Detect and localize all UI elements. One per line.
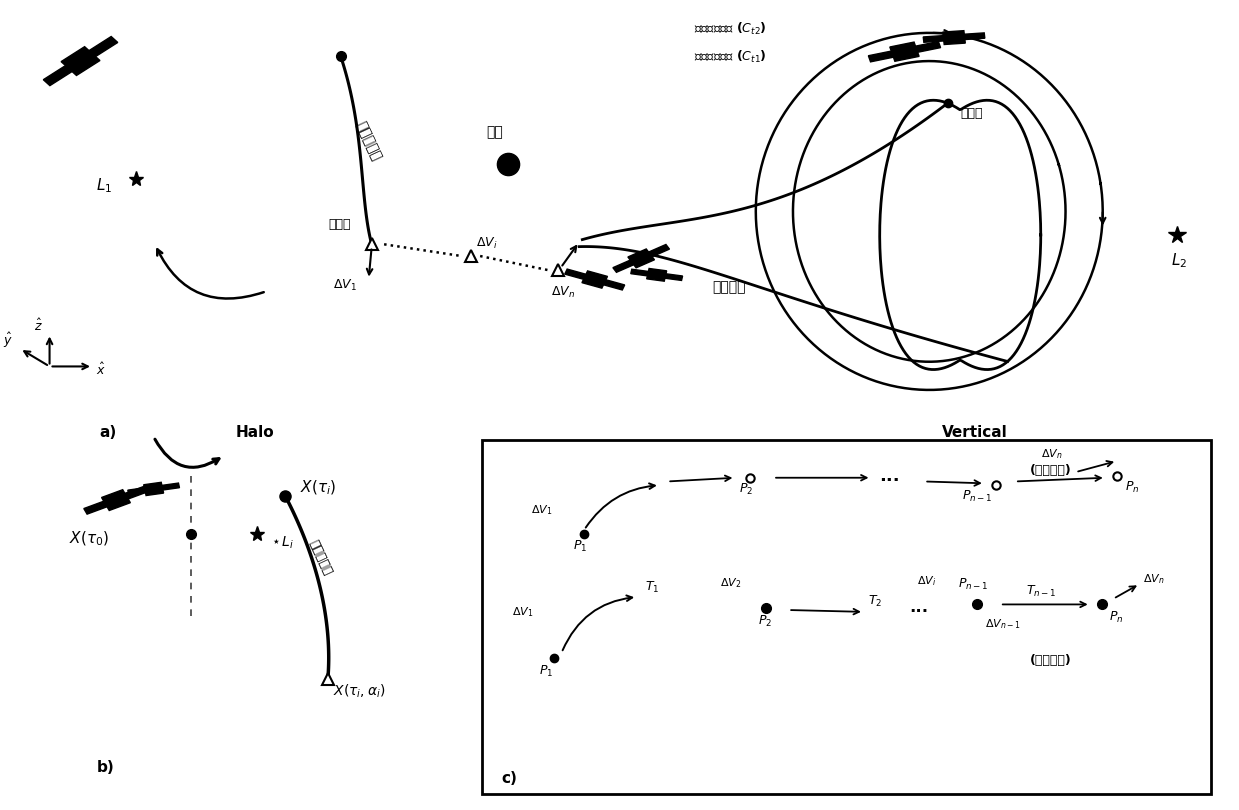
Text: $\Delta V_1$: $\Delta V_1$ [532,503,553,517]
Text: $\Delta V_1$: $\Delta V_1$ [513,606,534,620]
Text: $\Delta V_n$: $\Delta V_n$ [1144,572,1165,586]
Text: $\hat{z}$: $\hat{z}$ [35,318,43,335]
Text: (期望轨迹): (期望轨迹) [1030,654,1072,667]
Text: $\Delta V_2$: $\Delta V_2$ [720,576,742,590]
Polygon shape [84,486,149,514]
Text: $X(\tau_i)$: $X(\tau_i)$ [300,479,336,497]
Text: $\Delta V_i$: $\Delta V_i$ [917,574,937,588]
Text: $\hat{x}$: $\hat{x}$ [97,362,105,378]
Text: $\Delta V_i$: $\Delta V_i$ [476,236,497,251]
Polygon shape [613,245,669,272]
Text: $\Delta V_1$: $\Delta V_1$ [333,278,357,293]
Polygon shape [869,41,940,62]
FancyBboxPatch shape [482,441,1212,795]
Text: 月球: 月球 [486,126,503,139]
Text: Halo: Halo [235,425,274,440]
Text: $X(\tau_i, \alpha_i)$: $X(\tau_i, \alpha_i)$ [332,683,385,700]
Polygon shape [61,47,100,75]
Polygon shape [128,483,180,495]
Polygon shape [923,33,985,42]
Polygon shape [43,36,118,86]
Polygon shape [144,482,164,496]
Text: Vertical: Vertical [942,425,1007,440]
Text: ...: ... [909,598,928,616]
Text: 稳定流形: 稳定流形 [712,280,746,294]
Text: $P_1$: $P_1$ [572,539,587,555]
Text: $\Delta V_{n-1}$: $\Delta V_{n-1}$ [985,616,1021,630]
Text: $P_2$: $P_2$ [758,614,772,629]
Text: a): a) [99,425,116,440]
Text: 初始目标轨道 ($C_{t1}$): 初始目标轨道 ($C_{t1}$) [694,49,767,65]
Text: $\Delta V_n$: $\Delta V_n$ [1042,447,1063,461]
Polygon shape [102,490,130,510]
Text: $P_2$: $P_2$ [740,482,753,497]
Text: 捕获点: 捕获点 [960,107,983,121]
Text: 不稳定流形: 不稳定流形 [307,538,335,578]
Text: $\hat{y}$: $\hat{y}$ [4,331,12,350]
Polygon shape [943,31,965,45]
Text: ...: ... [878,467,900,485]
Text: $\Delta V_n$: $\Delta V_n$ [551,285,575,300]
Polygon shape [582,271,607,288]
Polygon shape [631,269,683,280]
Text: $T_1$: $T_1$ [644,581,659,595]
Text: $L_2$: $L_2$ [1171,251,1187,271]
Text: $T_{n-1}$: $T_{n-1}$ [1026,584,1057,599]
Polygon shape [890,42,919,62]
Text: $P_1$: $P_1$ [539,664,553,680]
Text: $T_2$: $T_2$ [867,594,882,608]
Text: 不稳定流形: 不稳定流形 [353,119,384,163]
Text: $P_{n-1}$: $P_{n-1}$ [961,489,992,504]
Polygon shape [565,269,624,290]
Text: $P_n$: $P_n$ [1125,480,1139,495]
Text: $\star\,L_i$: $\star\,L_i$ [271,535,295,551]
Text: $P_n$: $P_n$ [1109,610,1124,625]
Text: $L_1$: $L_1$ [97,177,113,195]
Polygon shape [647,268,667,281]
Text: b): b) [97,760,115,775]
Text: 机动点: 机动点 [328,218,351,231]
Text: (初始轨迹): (初始轨迹) [1030,464,1072,477]
Text: 期望目标轨道 ($C_{t2}$): 期望目标轨道 ($C_{t2}$) [694,21,767,37]
Text: $P_{n-1}$: $P_{n-1}$ [958,577,989,592]
Polygon shape [628,249,654,268]
Text: c): c) [501,771,517,787]
Text: $X(\tau_0)$: $X(\tau_0)$ [69,529,109,548]
